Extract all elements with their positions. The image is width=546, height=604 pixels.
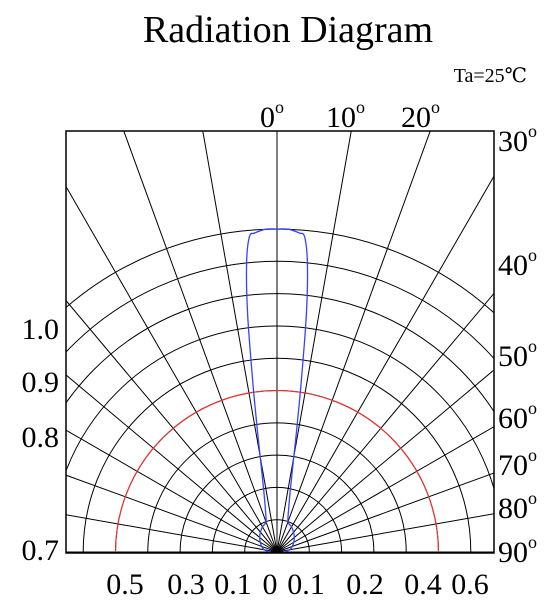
grid-spoke-neg70 (66, 474, 278, 553)
chart-title: Radiation Diagram (143, 9, 433, 51)
radial-label-1-0: 1.0 (22, 313, 60, 346)
grid-spoke-neg20 (123, 131, 278, 553)
angle-label-60: 60o (498, 398, 537, 435)
grid-spoke-80 (276, 513, 494, 553)
grid-ring-3 (179, 454, 375, 553)
radial-label-0-9: 0.9 (22, 366, 60, 399)
angle-label-90: 90o (498, 532, 537, 569)
bottom-label-8: 0.6 (451, 568, 489, 601)
radiation-curves (114, 228, 440, 553)
radial-label-0-8: 0.8 (22, 421, 60, 454)
bottom-labels: 0.5 0.3 0.1 0 0.1 0.2 0.4 0.6 (106, 568, 489, 601)
grid-ring-4 (147, 422, 407, 553)
bottom-label-7: 0.4 (404, 568, 442, 601)
grid-spoke-neg60 (66, 429, 278, 553)
grid-ring-7 (66, 325, 494, 491)
angle-label-10: 10o (326, 97, 365, 134)
grid-spoke-70 (276, 472, 494, 553)
angle-label-80: 80o (498, 488, 537, 525)
angle-labels-right: 30o 40o 50o 60o 70o 80o 90o (498, 121, 537, 569)
grid-spoke-30 (276, 175, 494, 553)
grid-spoke-neg30 (66, 185, 278, 553)
bottom-label-2: 0.3 (167, 568, 205, 601)
bottom-label-4: 0 (263, 568, 278, 601)
grid-spoke-20 (276, 131, 431, 553)
bottom-label-1: 0.5 (106, 568, 144, 601)
radiation-curve-0 (245, 228, 309, 553)
grid-spoke-neg80 (66, 514, 278, 553)
grid-spoke-10 (276, 131, 352, 553)
grid-ring-6 (82, 357, 472, 553)
angle-label-50: 50o (498, 336, 537, 373)
bottom-label-5: 0.1 (287, 568, 325, 601)
plot-frame (65, 130, 495, 554)
bottom-label-3: 0.1 (214, 568, 252, 601)
bottom-label-6: 0.2 (346, 568, 384, 601)
grid-spoke-60 (276, 426, 494, 553)
reference-ring (114, 389, 440, 553)
grid-ring-2 (211, 486, 343, 553)
angle-label-70: 70o (498, 445, 537, 482)
radial-label-0-7: 0.7 (22, 534, 60, 567)
angle-label-30: 30o (498, 121, 537, 158)
grid-ring-1 (244, 519, 310, 553)
grid-spoke-neg50 (66, 374, 278, 553)
radial-labels-left: 1.0 0.9 0.8 0.7 (22, 313, 60, 567)
angle-label-20: 20o (401, 97, 440, 134)
angle-label-40: 40o (498, 245, 537, 282)
grid-spoke-50 (276, 369, 494, 553)
condition-label: Ta=25℃ (454, 65, 527, 87)
angle-labels-top: 0o 10o 20o (260, 97, 440, 134)
grid-ring-8 (66, 293, 494, 413)
angle-label-0: 0o (260, 97, 284, 134)
grid-spoke-neg10 (202, 131, 278, 553)
grid-ring-9 (66, 260, 494, 360)
grid-spoke-neg40 (66, 299, 278, 553)
grid-spoke-40 (276, 292, 494, 553)
